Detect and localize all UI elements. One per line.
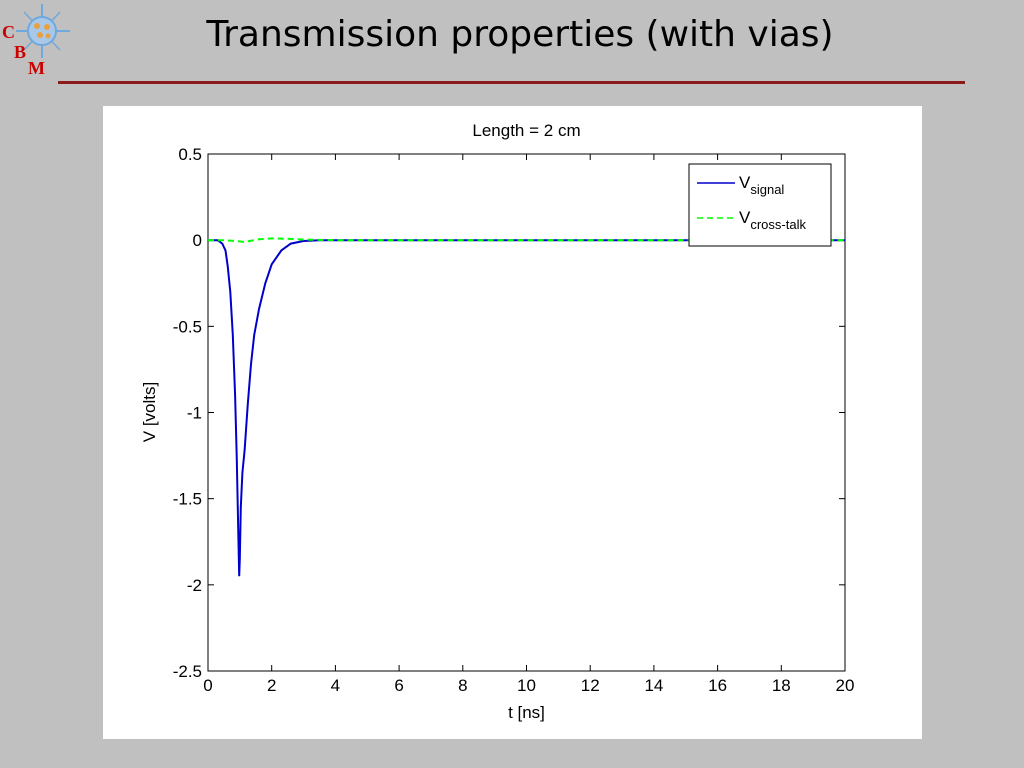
axis-ticks: 0 2 4 6 8 10 12 14 16 18 20 0.5 0 -0.5 -1 -1.5 -2 -2.5 [173, 145, 855, 695]
title-divider [58, 81, 965, 84]
series-line-signal [208, 239, 845, 577]
line-chart: Length = 2 cm t [ns] V [volts] 0 2 4 6 8 10 12… [140, 121, 855, 722]
series-lines [208, 237, 845, 577]
x-tick-label: 10 [517, 676, 536, 695]
figure-panel: Length = 2 cm t [ns] V [volts] 0 2 4 6 8 10 12… [103, 106, 922, 739]
legend-box [688, 163, 832, 247]
x-tick-label: 0 [203, 676, 212, 695]
series-line-cross-talk [208, 237, 845, 243]
logo-letter-c: C [2, 22, 15, 42]
x-tick-label: 2 [267, 676, 276, 695]
y-tick-label: -0.5 [173, 317, 202, 336]
x-tick-label: 8 [458, 676, 467, 695]
y-tick-label: -2.5 [173, 662, 202, 681]
chart-title: Length = 2 cm [472, 121, 580, 140]
legend: Vsignal Vcross-talk [688, 163, 832, 247]
y-tick-label: -1.5 [173, 490, 202, 509]
logo-emblem-icon [16, 4, 70, 58]
logo-letter-m: M [28, 58, 45, 78]
x-tick-label: 6 [394, 676, 403, 695]
slide-title: Transmission properties (with vias) [206, 14, 834, 55]
legend-crosstalk-label: Vcross-talk [739, 208, 806, 232]
y-tick-label: -1 [187, 404, 202, 423]
legend-signal-label: Vsignal [739, 173, 784, 197]
x-tick-label: 14 [644, 676, 663, 695]
x-tick-label: 12 [581, 676, 600, 695]
y-axis-label: V [volts] [140, 382, 159, 442]
y-tick-label: -2 [187, 576, 202, 595]
x-tick-label: 18 [772, 676, 791, 695]
y-tick-label: 0 [193, 231, 202, 250]
logo-letter-b: B [14, 42, 26, 62]
x-tick-label: 16 [708, 676, 727, 695]
x-tick-label: 20 [836, 676, 855, 695]
cbm-logo: C B M [2, 4, 70, 78]
y-tick-label: 0.5 [178, 145, 202, 164]
x-axis-label: t [ns] [508, 703, 545, 722]
x-tick-label: 4 [331, 676, 340, 695]
